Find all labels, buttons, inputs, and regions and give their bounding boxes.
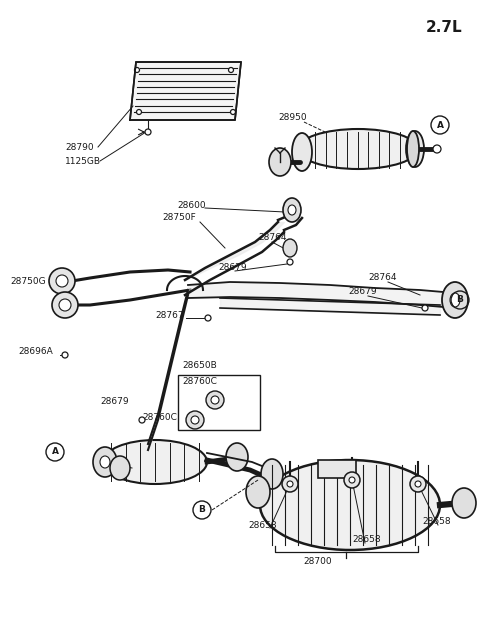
Ellipse shape xyxy=(246,476,270,508)
Text: 28950: 28950 xyxy=(278,114,307,123)
Ellipse shape xyxy=(100,456,110,468)
Text: 28764: 28764 xyxy=(258,233,287,242)
Text: 28760C: 28760C xyxy=(142,413,177,422)
Text: 28700: 28700 xyxy=(304,557,332,566)
Ellipse shape xyxy=(110,456,130,480)
Ellipse shape xyxy=(269,148,291,176)
Text: 28600: 28600 xyxy=(177,201,205,210)
Ellipse shape xyxy=(211,396,219,404)
Ellipse shape xyxy=(349,477,355,483)
Text: 28679: 28679 xyxy=(218,264,247,273)
Ellipse shape xyxy=(287,481,293,487)
Ellipse shape xyxy=(260,460,440,550)
Text: 28764: 28764 xyxy=(100,464,129,473)
Text: A: A xyxy=(51,448,59,457)
Ellipse shape xyxy=(288,205,296,215)
Ellipse shape xyxy=(191,416,199,424)
Text: 28750F: 28750F xyxy=(162,213,196,222)
Ellipse shape xyxy=(283,198,301,222)
Text: 28760C: 28760C xyxy=(182,377,217,386)
Text: 28679: 28679 xyxy=(100,397,129,406)
Ellipse shape xyxy=(415,481,421,487)
Ellipse shape xyxy=(103,440,207,484)
Text: 28767: 28767 xyxy=(155,311,184,320)
Ellipse shape xyxy=(226,443,248,471)
Ellipse shape xyxy=(186,411,204,429)
Circle shape xyxy=(433,145,441,153)
Ellipse shape xyxy=(261,459,283,489)
Ellipse shape xyxy=(206,391,224,409)
Ellipse shape xyxy=(450,293,460,307)
Circle shape xyxy=(134,68,140,73)
Ellipse shape xyxy=(298,129,418,169)
Text: 1125GB: 1125GB xyxy=(65,156,101,165)
Text: 28790: 28790 xyxy=(65,143,94,152)
Ellipse shape xyxy=(452,488,476,518)
Ellipse shape xyxy=(52,292,78,318)
Ellipse shape xyxy=(59,299,71,311)
Bar xyxy=(178,375,260,430)
Ellipse shape xyxy=(49,268,75,294)
Ellipse shape xyxy=(442,282,468,318)
Circle shape xyxy=(136,109,142,114)
Text: 28764: 28764 xyxy=(368,273,396,282)
Text: 28658: 28658 xyxy=(422,518,451,527)
Circle shape xyxy=(422,305,428,311)
Text: B: B xyxy=(456,296,463,305)
Circle shape xyxy=(145,129,151,135)
Text: 2.7L: 2.7L xyxy=(425,20,462,35)
Text: A: A xyxy=(436,120,444,129)
Ellipse shape xyxy=(292,133,312,171)
Circle shape xyxy=(287,259,293,265)
Ellipse shape xyxy=(406,131,424,167)
Text: 28696A: 28696A xyxy=(18,347,53,356)
Ellipse shape xyxy=(283,239,297,257)
Circle shape xyxy=(62,352,68,358)
Ellipse shape xyxy=(410,476,426,492)
Text: B: B xyxy=(199,505,205,514)
Ellipse shape xyxy=(407,131,419,167)
Bar xyxy=(318,460,356,478)
Circle shape xyxy=(230,109,236,114)
Circle shape xyxy=(205,315,211,321)
Ellipse shape xyxy=(93,447,117,477)
Text: 28750G: 28750G xyxy=(10,278,46,287)
Ellipse shape xyxy=(282,476,298,492)
Circle shape xyxy=(228,68,233,73)
Circle shape xyxy=(139,417,145,423)
Text: 28658: 28658 xyxy=(248,520,276,529)
Ellipse shape xyxy=(344,472,360,488)
Polygon shape xyxy=(130,62,241,120)
Text: 28658: 28658 xyxy=(352,536,381,545)
Text: 28650B: 28650B xyxy=(182,361,217,370)
Text: 28679: 28679 xyxy=(348,287,377,296)
Ellipse shape xyxy=(56,275,68,287)
